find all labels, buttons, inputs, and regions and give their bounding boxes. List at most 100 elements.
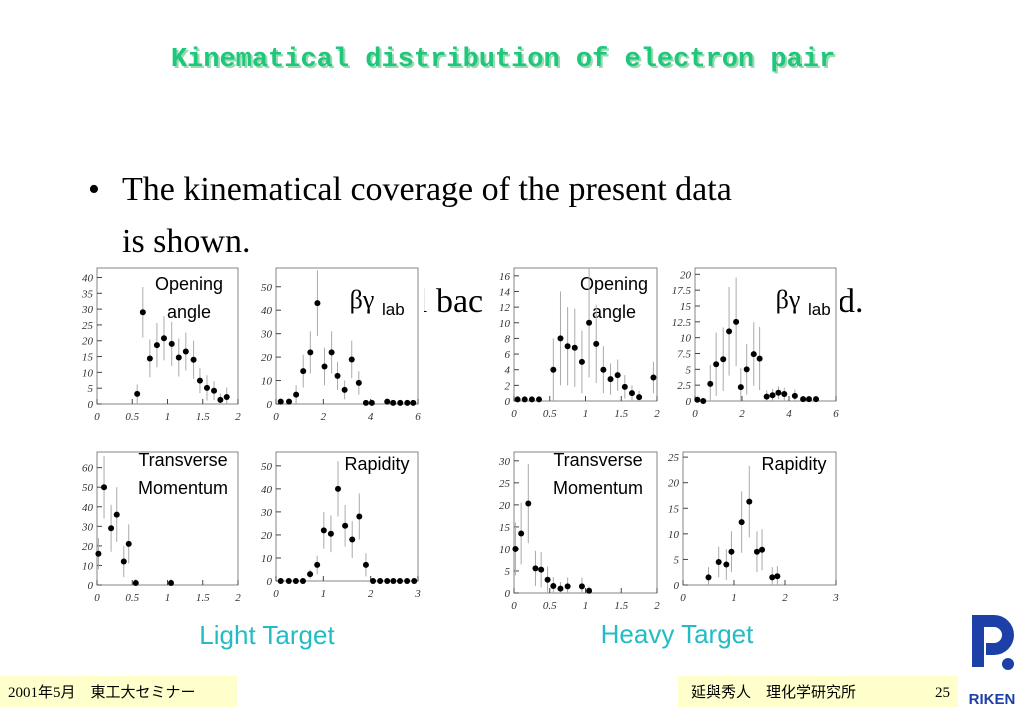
data-point [538, 566, 545, 573]
x-tick-label: 1 [583, 600, 589, 612]
y-tick-label: 0 [88, 580, 94, 592]
x-tick-label: 0 [273, 588, 279, 600]
x-tick-label: 3 [414, 588, 421, 600]
x-tick-label: 2 [654, 408, 660, 420]
y-tick-label: 40 [261, 305, 273, 317]
x-tick-label: 0 [94, 592, 100, 604]
data-point [532, 565, 539, 572]
data-point [196, 377, 203, 384]
y-tick-label: 10 [668, 529, 680, 541]
x-tick-label: 1.5 [614, 600, 628, 612]
plot-label: angle [167, 302, 211, 322]
y-tick-label: 60 [82, 463, 94, 475]
data-point [356, 513, 363, 520]
plot-panel [252, 264, 424, 422]
data-point [564, 343, 571, 350]
footer-box [0, 676, 237, 707]
y-tick-label: 35 [81, 288, 94, 300]
x-tick-label: 6 [833, 408, 839, 420]
data-point [536, 396, 543, 403]
data-point [564, 583, 571, 590]
data-point [723, 561, 730, 568]
x-tick-label: 4 [786, 408, 792, 420]
data-point [738, 519, 745, 526]
y-tick-label: 25 [82, 320, 94, 332]
x-tick-label: 1 [583, 408, 589, 420]
data-point [355, 379, 362, 386]
y-tick-label: 40 [82, 502, 94, 514]
data-point [775, 389, 782, 396]
plot-label: Transverse [553, 450, 642, 470]
y-tick-label: 30 [260, 329, 273, 341]
data-point [217, 396, 224, 403]
y-tick-label: 50 [82, 482, 94, 494]
x-tick-label: 0 [273, 411, 279, 423]
x-tick-label: 1.5 [614, 408, 628, 420]
x-tick-label: 2 [235, 592, 241, 604]
data-point [307, 349, 314, 356]
data-point [182, 348, 189, 355]
y-tick-label: 15 [82, 352, 94, 364]
plot-label: βγ [350, 285, 375, 314]
plot-label-sub: lab [382, 300, 405, 319]
y-tick-label: 0 [267, 576, 273, 588]
y-tick-label: 10 [680, 333, 692, 345]
x-tick-label: 3 [832, 592, 839, 604]
y-tick-label: 16 [499, 271, 511, 283]
data-point [650, 374, 657, 381]
y-tick-label: 0 [267, 399, 273, 411]
data-point [769, 574, 776, 581]
data-point [586, 319, 593, 326]
data-point [190, 356, 197, 363]
data-point [203, 384, 210, 391]
title-shadow: Kinematical distribution of electron pai… [173, 47, 837, 77]
x-tick-label: 0.5 [543, 600, 557, 612]
data-point [108, 525, 115, 532]
footer-right: 延與秀人 理化学研究所 [691, 684, 856, 701]
x-tick-label: 0 [680, 592, 686, 604]
y-tick-label: 0 [686, 396, 692, 408]
data-point [791, 392, 798, 399]
data-point [300, 368, 307, 375]
data-point [146, 355, 153, 362]
y-tick-label: 5 [505, 566, 511, 578]
data-point [600, 366, 607, 373]
y-tick-label: 4 [505, 365, 511, 377]
plot-frame [694, 267, 837, 402]
data-point [512, 545, 519, 552]
x-tick-label: 4 [368, 411, 374, 423]
x-tick-label: 0 [511, 408, 517, 420]
y-tick-label: 20 [82, 336, 94, 348]
data-point [514, 396, 521, 403]
y-tick-label: 0 [505, 396, 511, 408]
data-point [550, 582, 557, 589]
data-point [314, 300, 321, 307]
x-tick-label: 1 [731, 592, 737, 604]
y-tick-label: 50 [261, 282, 273, 294]
data-point [759, 546, 766, 553]
x-tick-label: 0 [692, 408, 698, 420]
bullet-text: is shown. [122, 223, 250, 260]
x-tick-label: 2 [235, 411, 241, 423]
y-tick-label: 50 [261, 461, 273, 473]
data-point [525, 500, 532, 507]
data-point [342, 522, 349, 529]
y-tick-label: 40 [82, 272, 94, 284]
data-point [285, 578, 292, 584]
y-tick-label: 20 [499, 500, 511, 512]
footer-box [678, 676, 958, 707]
data-point [800, 396, 807, 403]
y-tick-label: 20 [668, 478, 680, 490]
plot-frame [275, 267, 419, 405]
x-tick-label: 0 [511, 600, 517, 612]
y-tick-label: 10 [82, 560, 94, 572]
data-point [557, 585, 564, 592]
data-point [746, 498, 753, 505]
data-point [743, 366, 750, 373]
group-label: Heavy Target [601, 619, 754, 649]
data-point [277, 398, 284, 405]
data-point [328, 349, 335, 356]
footer-left: 2001年5月 東工大セミナー [8, 684, 196, 701]
y-tick-label: 2.5 [677, 380, 691, 392]
bullet-text: The kinematical coverage of the present … [122, 171, 732, 208]
